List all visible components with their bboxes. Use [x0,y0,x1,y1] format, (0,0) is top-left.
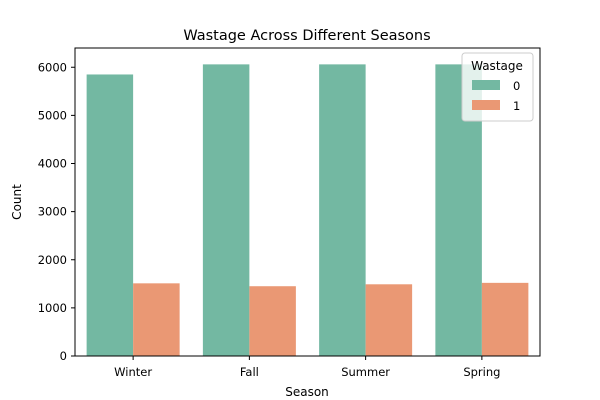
legend-title: Wastage [471,59,523,73]
y-tick-label: 5000 [38,108,67,122]
y-tick-label: 1000 [38,301,67,315]
bar-spring-wastage-1 [481,282,529,356]
y-axis: 0 1000 2000 3000 4000 5000 6000 [38,60,75,363]
bar-fall-wastage-0 [202,64,250,357]
legend-swatch-0 [472,80,500,90]
legend-label-0: 0 [513,79,520,93]
bar-summer-wastage-0 [319,64,366,357]
legend-swatch-1 [472,100,500,110]
legend: Wastage 0 1 [461,52,534,122]
bar-fall-wastage-1 [249,286,296,356]
legend-label-1: 1 [513,99,520,113]
y-tick-label: 4000 [38,157,67,171]
bars-group [86,64,529,357]
y-tick-label: 6000 [38,60,67,74]
x-tick-label: Spring [463,365,500,379]
chart-title: Wastage Across Different Seasons [183,28,430,44]
plot-frame [74,47,541,357]
bar-winter-wastage-1 [133,283,180,356]
x-tick-label: Winter [114,365,152,379]
y-tick-label: 0 [60,349,67,363]
x-tick-label: Summer [341,365,390,379]
y-axis-label: Count [10,184,24,220]
x-tick-label: Fall [240,365,259,379]
x-axis-label: Season [285,385,329,399]
bar-summer-wastage-1 [365,284,413,356]
y-tick-label: 3000 [38,205,67,219]
x-axis: Winter Fall Summer Spring [114,356,500,379]
bar-winter-wastage-0 [86,74,134,356]
y-tick-label: 2000 [38,253,67,267]
